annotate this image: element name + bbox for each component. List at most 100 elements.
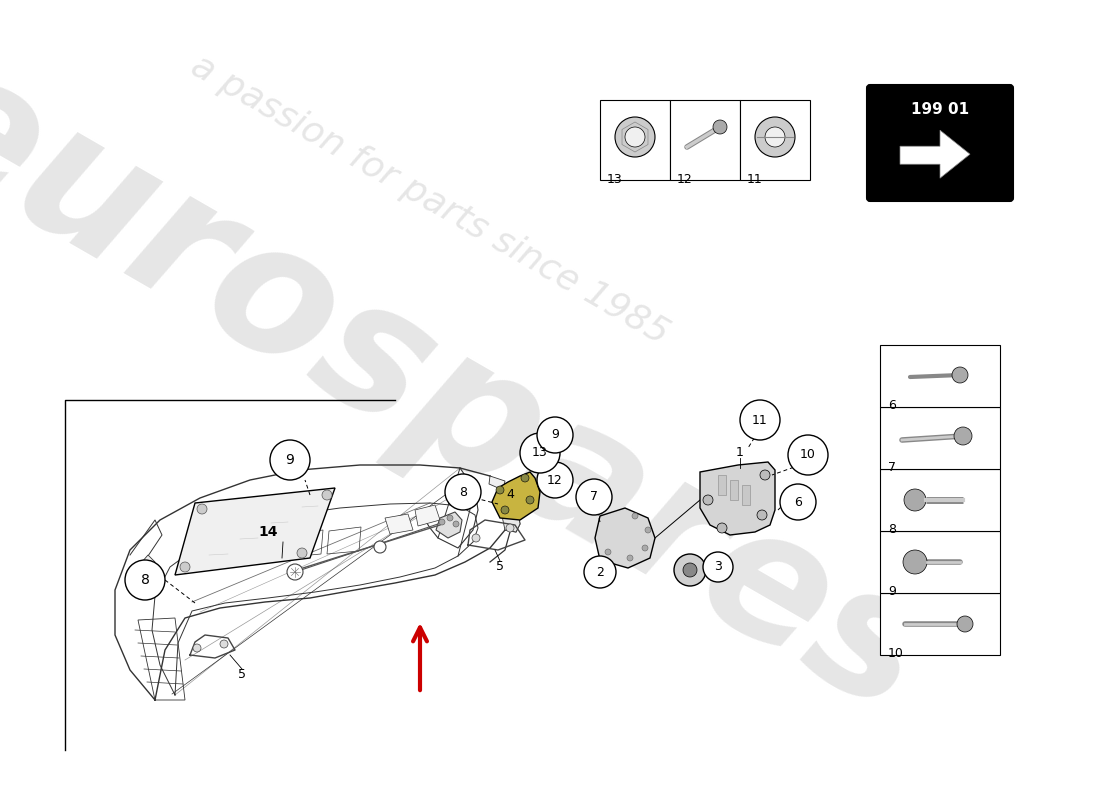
Circle shape (287, 564, 303, 580)
FancyBboxPatch shape (867, 85, 1013, 201)
Bar (600, 100, 670, 180)
Circle shape (500, 506, 509, 514)
Text: 9: 9 (551, 429, 559, 442)
Text: 199 01: 199 01 (911, 102, 969, 118)
Circle shape (632, 513, 638, 519)
Text: 9: 9 (888, 585, 895, 598)
Polygon shape (900, 130, 970, 178)
Text: a passion for parts since 1985: a passion for parts since 1985 (185, 49, 675, 351)
Polygon shape (700, 462, 776, 535)
Circle shape (537, 462, 573, 498)
Text: 12: 12 (676, 173, 693, 186)
Circle shape (520, 433, 560, 473)
Bar (740, 100, 810, 180)
Circle shape (642, 545, 648, 551)
Bar (742, 485, 750, 505)
Text: eurospares: eurospares (0, 29, 958, 751)
Circle shape (472, 534, 480, 542)
Circle shape (788, 435, 828, 475)
Text: 14: 14 (258, 525, 277, 539)
Text: 12: 12 (547, 474, 563, 486)
Polygon shape (502, 512, 520, 532)
Circle shape (584, 556, 616, 588)
Circle shape (192, 644, 201, 652)
Circle shape (220, 640, 228, 648)
Text: 13: 13 (532, 446, 548, 459)
Text: 10: 10 (888, 647, 904, 660)
Circle shape (297, 548, 307, 558)
Polygon shape (490, 476, 505, 490)
Text: 8: 8 (888, 523, 896, 536)
Circle shape (125, 560, 165, 600)
Circle shape (764, 127, 785, 147)
Text: 2: 2 (596, 566, 604, 578)
Text: 11: 11 (752, 414, 768, 426)
Polygon shape (135, 555, 155, 578)
Circle shape (521, 474, 529, 482)
Polygon shape (436, 512, 462, 538)
Circle shape (645, 527, 651, 533)
Circle shape (760, 470, 770, 480)
Text: 10: 10 (800, 449, 816, 462)
Text: 6: 6 (794, 495, 802, 509)
Text: 3: 3 (714, 561, 722, 574)
Circle shape (625, 127, 645, 147)
Circle shape (496, 486, 504, 494)
Bar (670, 100, 740, 180)
Circle shape (197, 504, 207, 514)
Bar (880, 345, 1000, 407)
Circle shape (576, 479, 612, 515)
Circle shape (952, 367, 968, 383)
Circle shape (537, 417, 573, 453)
Circle shape (526, 496, 534, 504)
Text: 7: 7 (888, 461, 896, 474)
Polygon shape (385, 514, 412, 534)
Circle shape (605, 549, 610, 555)
Text: 4: 4 (506, 487, 514, 501)
Bar (718, 475, 726, 495)
Circle shape (740, 400, 780, 440)
Circle shape (757, 510, 767, 520)
Text: 8: 8 (459, 486, 468, 498)
Circle shape (717, 523, 727, 533)
Bar (880, 531, 1000, 593)
Circle shape (683, 563, 697, 577)
Circle shape (447, 515, 453, 521)
Polygon shape (492, 472, 540, 520)
Circle shape (180, 562, 190, 572)
Circle shape (954, 427, 972, 445)
Circle shape (674, 554, 706, 586)
Text: 13: 13 (607, 173, 623, 186)
Text: 9: 9 (286, 453, 295, 467)
Text: 5: 5 (496, 561, 504, 574)
Circle shape (755, 117, 795, 157)
Bar (880, 593, 1000, 655)
Circle shape (439, 519, 446, 525)
Circle shape (270, 440, 310, 480)
Text: 6: 6 (888, 399, 895, 412)
Circle shape (615, 117, 654, 157)
Polygon shape (415, 505, 440, 526)
Circle shape (903, 550, 927, 574)
Circle shape (904, 489, 926, 511)
Circle shape (780, 484, 816, 520)
Circle shape (446, 474, 481, 510)
Circle shape (957, 616, 974, 632)
Circle shape (627, 555, 632, 561)
Bar (880, 469, 1000, 531)
Circle shape (506, 524, 514, 532)
Bar (880, 407, 1000, 469)
Circle shape (703, 552, 733, 582)
Text: 11: 11 (747, 173, 762, 186)
Polygon shape (175, 488, 336, 575)
Text: 5: 5 (238, 669, 246, 682)
Bar (730, 480, 738, 500)
Text: 7: 7 (590, 490, 598, 503)
Circle shape (374, 541, 386, 553)
Circle shape (713, 120, 727, 134)
Polygon shape (595, 508, 654, 568)
Circle shape (322, 490, 332, 500)
Text: 1: 1 (736, 446, 744, 458)
Text: 8: 8 (141, 573, 150, 587)
Circle shape (453, 521, 459, 527)
